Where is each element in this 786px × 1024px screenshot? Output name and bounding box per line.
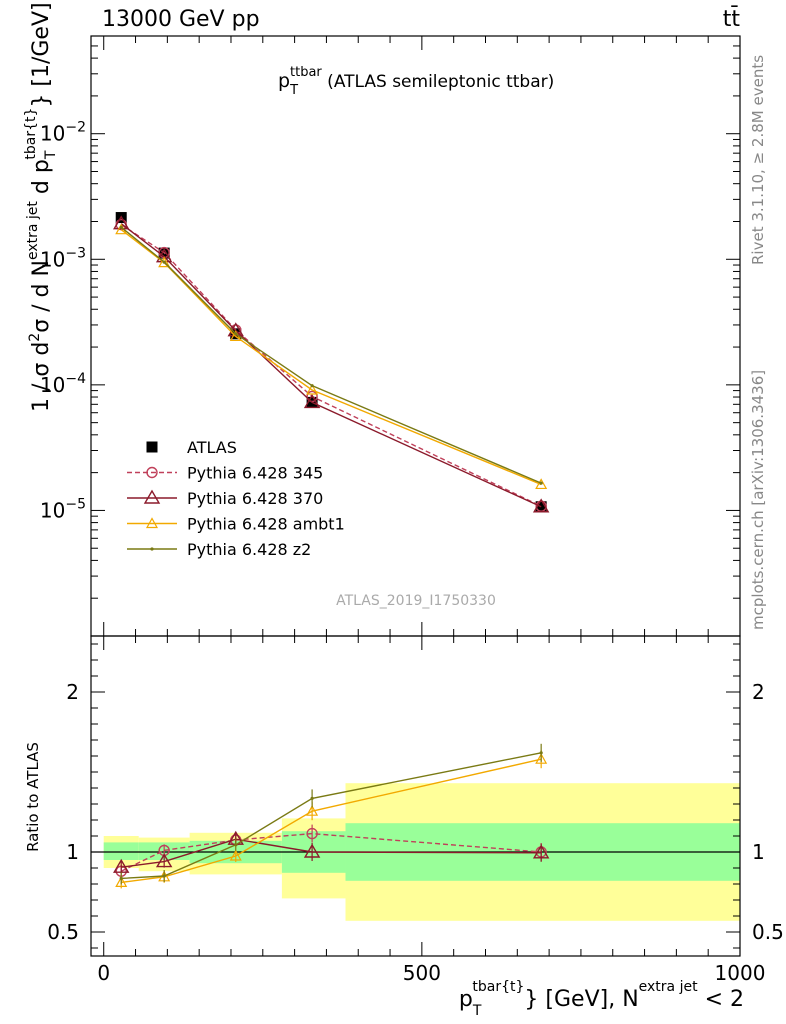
main-y-tick-label: 10−5 <box>40 496 86 522</box>
main-line-ambt1 <box>120 229 542 486</box>
main-y-axis-label: 1 / σ d2σ / d Nextra jet d pTtbar{t}} [1… <box>23 2 59 412</box>
ratio-point-py345 <box>306 827 318 840</box>
ratio-point-z2 <box>539 751 543 755</box>
legend-label-z2: Pythia 6.428 z2 <box>187 540 311 559</box>
main-point-z2 <box>234 332 238 336</box>
main-point-z2 <box>119 225 123 229</box>
analysis-watermark: ATLAS_2019_I1750330 <box>336 593 496 609</box>
ratio-point-z2 <box>310 796 314 801</box>
legend-label-ambt1: Pythia 6.428 ambt1 <box>187 515 345 534</box>
x-tick-label: 1000 <box>715 961 766 985</box>
title-subscript: T <box>289 83 298 98</box>
main-line-py345 <box>120 223 542 507</box>
mcplots-label: mcplots.cern.ch [arXiv:1306.3436] <box>749 370 767 630</box>
main-y-tick-label: 10−2 <box>40 120 86 146</box>
legend-marker-atlas <box>146 441 158 453</box>
rivet-version-label: Rivet 3.1.10, ≥ 2.8M events <box>749 55 767 265</box>
header-collision-label: 13000 GeV pp <box>102 7 260 32</box>
main-point-z2 <box>539 481 543 485</box>
x-axis-label: pTtbar{t}} [GeV], Nextra jet < 2 <box>459 979 744 1019</box>
ratio-point-ambt1 <box>535 752 548 764</box>
ratio-point-z2 <box>119 876 123 881</box>
ratio-point-ambt1 <box>115 876 128 888</box>
legend-label-py370: Pythia 6.428 370 <box>187 489 323 508</box>
main-series-z2 <box>119 225 543 485</box>
ratio-point-ambt1 <box>229 849 242 861</box>
legend-item-py345: Pythia 6.428 345 <box>127 464 323 483</box>
x-tick-label: 0 <box>97 961 110 985</box>
ratio-axis-ticks: 0.5 0.5 1 1 2 2 0 500 1000 <box>47 636 784 985</box>
legend-item-ambt1: Pythia 6.428 ambt1 <box>127 515 345 534</box>
ratio-y-tick-label: 2 <box>66 680 79 704</box>
ratio-point-z2 <box>234 843 238 847</box>
main-series-py345 <box>115 218 547 512</box>
ratio-point-ambt1 <box>306 804 319 816</box>
title-rest: (ATLAS semileptonic ttbar) <box>322 72 554 92</box>
main-series-ambt1 <box>115 223 548 490</box>
legend-label-py345: Pythia 6.428 345 <box>187 464 323 483</box>
legend-marker-py370 <box>143 489 161 504</box>
ratio-series-group <box>113 743 550 889</box>
main-series-group <box>113 212 550 513</box>
ratio-y-tick-label-right: 1 <box>752 840 765 864</box>
ratio-point-py370 <box>303 843 321 858</box>
legend-item-atlas: ATLAS <box>146 438 237 457</box>
main-series-atlas <box>115 212 547 513</box>
main-y-tick-label: 10−3 <box>40 245 86 271</box>
title-superscript: ttbar <box>290 65 322 80</box>
ratio-y-axis-label: Ratio to ATLAS <box>24 742 42 852</box>
main-line-py370 <box>120 223 542 508</box>
main-point-z2 <box>310 384 314 388</box>
ratio-point-z2 <box>162 874 166 878</box>
title-symbol: p <box>278 70 290 92</box>
main-axis-ticks: 10−2 10−3 10−4 10−5 <box>40 35 741 637</box>
ratio-point-py370 <box>155 853 173 868</box>
header-process-label: tt̄ <box>723 6 741 32</box>
ratio-series-z2 <box>119 743 543 885</box>
ratio-y-tick-label: 0.5 <box>47 920 79 944</box>
legend-label-atlas: ATLAS <box>187 438 237 457</box>
x-tick-label: 500 <box>403 961 441 985</box>
legend-marker-ambt1 <box>145 517 159 529</box>
main-y-tick-label: 10−4 <box>40 371 86 397</box>
main-point-ambt1 <box>158 256 171 268</box>
main-point-z2 <box>162 260 166 264</box>
main-line-z2 <box>120 226 542 484</box>
main-point-ambt1 <box>535 478 548 490</box>
main-plot-title: pTttbar (ATLAS semileptonic ttbar) <box>278 65 554 98</box>
main-series-py370 <box>113 215 550 513</box>
ratio-y-tick-label: 1 <box>66 840 79 864</box>
legend-marker-py345 <box>146 466 158 479</box>
ratio-plot-frame <box>90 635 741 957</box>
ratio-y-tick-label-right: 0.5 <box>752 920 784 944</box>
legend-item-py370: Pythia 6.428 370 <box>127 489 323 508</box>
ratio-point-py370 <box>532 844 550 859</box>
legend-marker-z2 <box>150 547 154 551</box>
main-point-py370 <box>303 394 321 409</box>
legend-item-z2: Pythia 6.428 z2 <box>127 540 311 559</box>
main-point-ambt1 <box>306 383 319 395</box>
ratio-band-inner <box>103 842 139 860</box>
ratio-y-tick-label-right: 2 <box>752 680 765 704</box>
ratio-point-py370 <box>113 858 130 873</box>
legend: ATLAS Pythia 6.428 345 Pythia 6.428 370 Pyt… <box>127 438 345 559</box>
main-point-py370 <box>532 498 550 513</box>
